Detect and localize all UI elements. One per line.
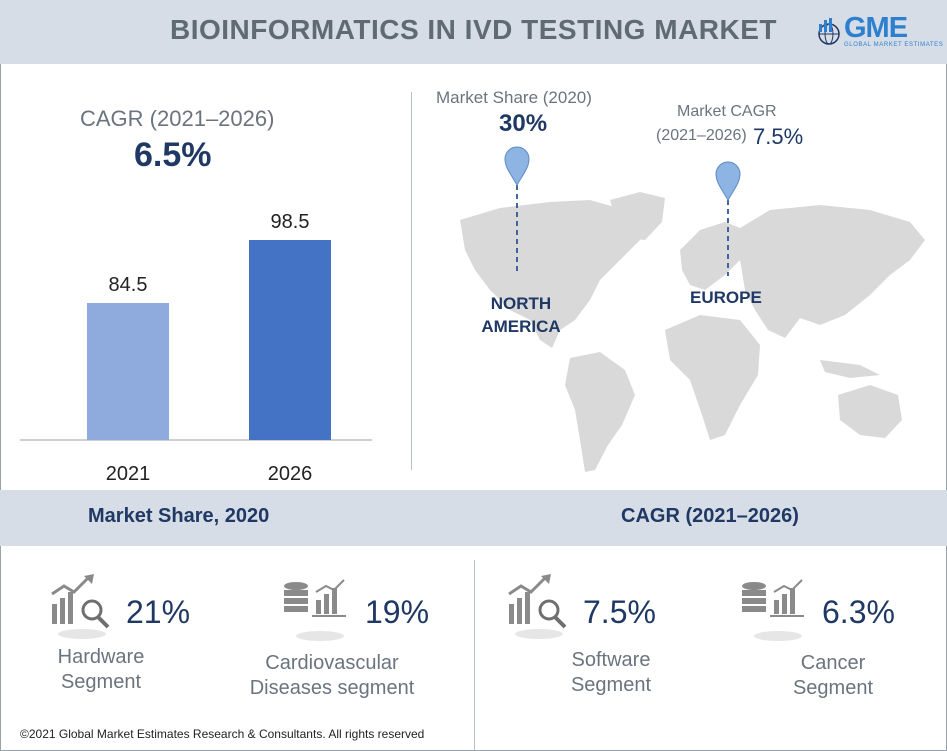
continent-indonesia	[820, 360, 880, 378]
database-chart-icon	[284, 579, 346, 641]
bar-2021	[87, 303, 169, 440]
stat-cardiovascular-label-line1: Cardiovascular	[265, 652, 399, 674]
cagr-value: 6.5%	[134, 136, 212, 174]
north-america-pin	[504, 146, 530, 273]
stat-software-label: Software Segment	[540, 648, 682, 698]
bar-chart: 84.5 2021 98.5 2026	[20, 211, 372, 485]
x-tick-label-2021: 2021	[106, 463, 151, 485]
continent-greenland	[610, 192, 665, 240]
stat-cancer-value: 6.3%	[822, 594, 895, 630]
bar-value-label-2026: 98.5	[271, 211, 310, 233]
stat-cancer-label-line1: Cancer	[800, 652, 866, 674]
stat-cancer-label: Cancer Segment	[762, 651, 904, 701]
divider-vertical-bottom	[474, 560, 475, 750]
stat-cardiovascular-label: Cardiovascular Diseases segment	[240, 651, 424, 701]
stat-software-label-line1: Software	[571, 649, 651, 671]
eu-cagr-label: Market CAGR	[677, 103, 777, 120]
band-cagr-title: CAGR (2021–2026)	[621, 505, 799, 527]
stat-cancer-label-line2: Segment	[792, 677, 874, 699]
stat-hardware-label: Hardware Segment	[30, 645, 172, 695]
logo-subtitle: GLOBAL MARKET ESTIMATES	[844, 42, 944, 48]
world-map	[460, 192, 925, 472]
gme-logo: GME GLOBAL MARKET ESTIMATES	[814, 12, 943, 52]
chart-magnifier-icon	[508, 574, 567, 639]
region-europe: EUROPE	[690, 288, 762, 307]
stat-hardware-label-line2: Segment	[60, 671, 142, 693]
stat-software-label-line2: Segment	[570, 674, 652, 696]
region-north-america: NORTH AMERICA	[481, 294, 561, 336]
bar-value-label-2021: 84.5	[109, 274, 148, 296]
continent-south-america	[565, 352, 635, 472]
na-share-label: Market Share (2020)	[436, 88, 592, 107]
logo-name: GME	[844, 12, 908, 44]
stat-cardiovascular-value: 19%	[365, 594, 430, 630]
stat-cardiovascular-label-line2: Diseases segment	[249, 677, 415, 699]
stat-hardware-value: 21%	[126, 594, 191, 630]
gme-logo-icon	[818, 18, 840, 45]
stat-hardware-label-line1: Hardware	[57, 646, 145, 668]
stat-software-value: 7.5%	[583, 594, 656, 630]
x-tick-label-2026: 2026	[268, 463, 313, 485]
header-bar	[0, 0, 947, 64]
cagr-label: CAGR (2021–2026)	[80, 106, 275, 131]
continent-europe	[680, 222, 750, 290]
page-title: BIOINFORMATICS IN IVD TESTING MARKET	[169, 14, 778, 45]
section-band	[0, 490, 947, 546]
band-market-share-title: Market Share, 2020	[88, 505, 270, 527]
chart-magnifier-icon	[51, 574, 110, 639]
continent-asia	[740, 205, 925, 338]
database-chart-icon	[742, 579, 804, 641]
europe-pin	[715, 161, 741, 276]
eu-cagr-value: 7.5%	[753, 124, 804, 149]
continent-australia	[838, 385, 902, 438]
footer-copyright: ©2021 Global Market Estimates Research &…	[20, 727, 425, 741]
na-share-value: 30%	[499, 110, 548, 137]
continent-africa	[665, 315, 760, 440]
eu-cagr-period: (2021–2026)	[656, 127, 747, 144]
bar-2026	[249, 240, 331, 440]
divider-vertical-top	[411, 92, 412, 470]
continent-north-america	[460, 200, 655, 348]
continents	[460, 192, 925, 472]
